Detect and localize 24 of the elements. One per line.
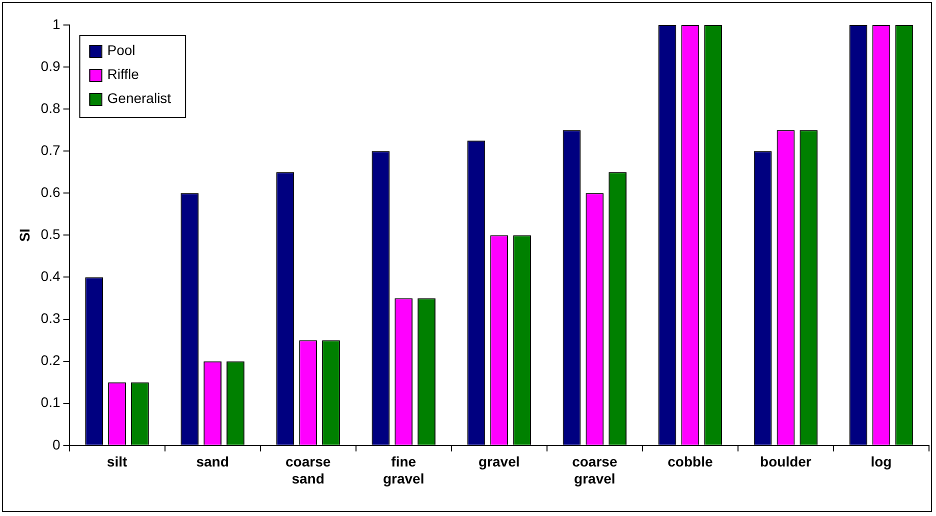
y-tick-label: 1 [52, 16, 60, 32]
y-tick-label: 0.5 [40, 226, 60, 242]
x-tick-label: cobble [668, 454, 713, 470]
y-tick-label: 0 [52, 436, 60, 452]
x-tick-label: gravel [478, 454, 520, 470]
y-axis-title: SI [16, 228, 32, 242]
legend-label: Generalist [107, 90, 172, 106]
x-tick-label: coarse sand [286, 454, 331, 486]
legend-label: Riffle [107, 66, 140, 82]
y-tick-label: 0.9 [40, 58, 60, 74]
y-tick-label: 0.8 [40, 100, 60, 116]
x-tick-label: coarse gravel [572, 454, 618, 486]
y-tick-label: 0.3 [40, 310, 60, 326]
x-tick-label: sand [196, 454, 229, 470]
y-tick-label: 0.4 [40, 268, 60, 284]
x-tick-label: silt [106, 454, 128, 470]
legend-label: Pool [107, 42, 136, 58]
y-tick-label: 0.2 [40, 352, 60, 368]
y-tick-label: 0.1 [40, 394, 60, 410]
x-tick-label: fine gravel [382, 454, 424, 486]
y-tick-label: 0.7 [40, 142, 60, 158]
y-tick-label: 0.6 [40, 184, 60, 200]
x-tick-label: log [870, 454, 892, 470]
x-tick-label: boulder [760, 454, 812, 470]
